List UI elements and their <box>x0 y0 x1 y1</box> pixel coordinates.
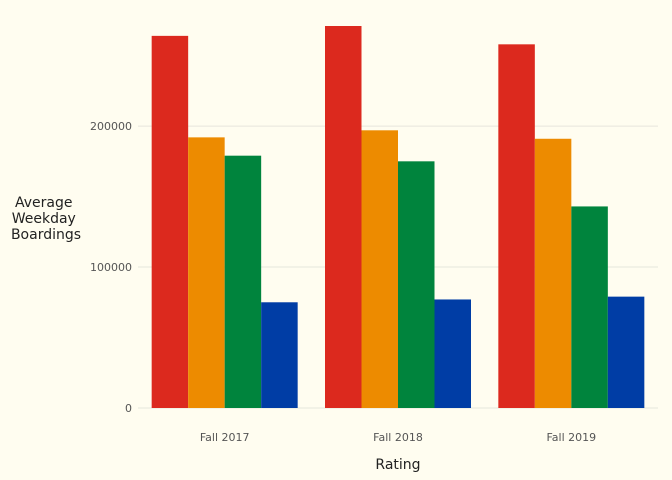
bar[interactable] <box>434 299 472 408</box>
y-tick-label: 0 <box>125 402 132 415</box>
bar[interactable] <box>498 44 535 409</box>
bar[interactable] <box>325 26 362 408</box>
y-tick-label: 100000 <box>90 261 132 274</box>
x-tick-label: Fall 2019 <box>546 431 596 444</box>
y-axis-title-line-3: Boardings <box>11 227 81 243</box>
y-tick-labels: 0 100000 200000 <box>90 120 132 415</box>
x-tick-label: Fall 2017 <box>200 431 250 444</box>
bar[interactable] <box>224 155 262 408</box>
y-axis-title-line-1: Average <box>15 195 73 211</box>
x-tick-label: Fall 2018 <box>373 431 423 444</box>
y-tick-label: 200000 <box>90 120 132 133</box>
bar[interactable] <box>188 137 225 408</box>
y-axis-title: Average Weekday Boardings <box>11 195 81 243</box>
bar[interactable] <box>607 296 645 408</box>
x-axis-title: Rating <box>375 457 420 473</box>
bar[interactable] <box>571 206 608 408</box>
bar[interactable] <box>361 130 399 408</box>
bar[interactable] <box>151 35 189 408</box>
y-axis-title-line-2: Weekday <box>12 211 76 227</box>
bar[interactable] <box>534 138 572 409</box>
bar[interactable] <box>398 161 435 408</box>
bars <box>151 26 645 409</box>
bar[interactable] <box>261 302 298 408</box>
x-tick-labels: Fall 2017 Fall 2018 Fall 2019 <box>200 431 596 444</box>
